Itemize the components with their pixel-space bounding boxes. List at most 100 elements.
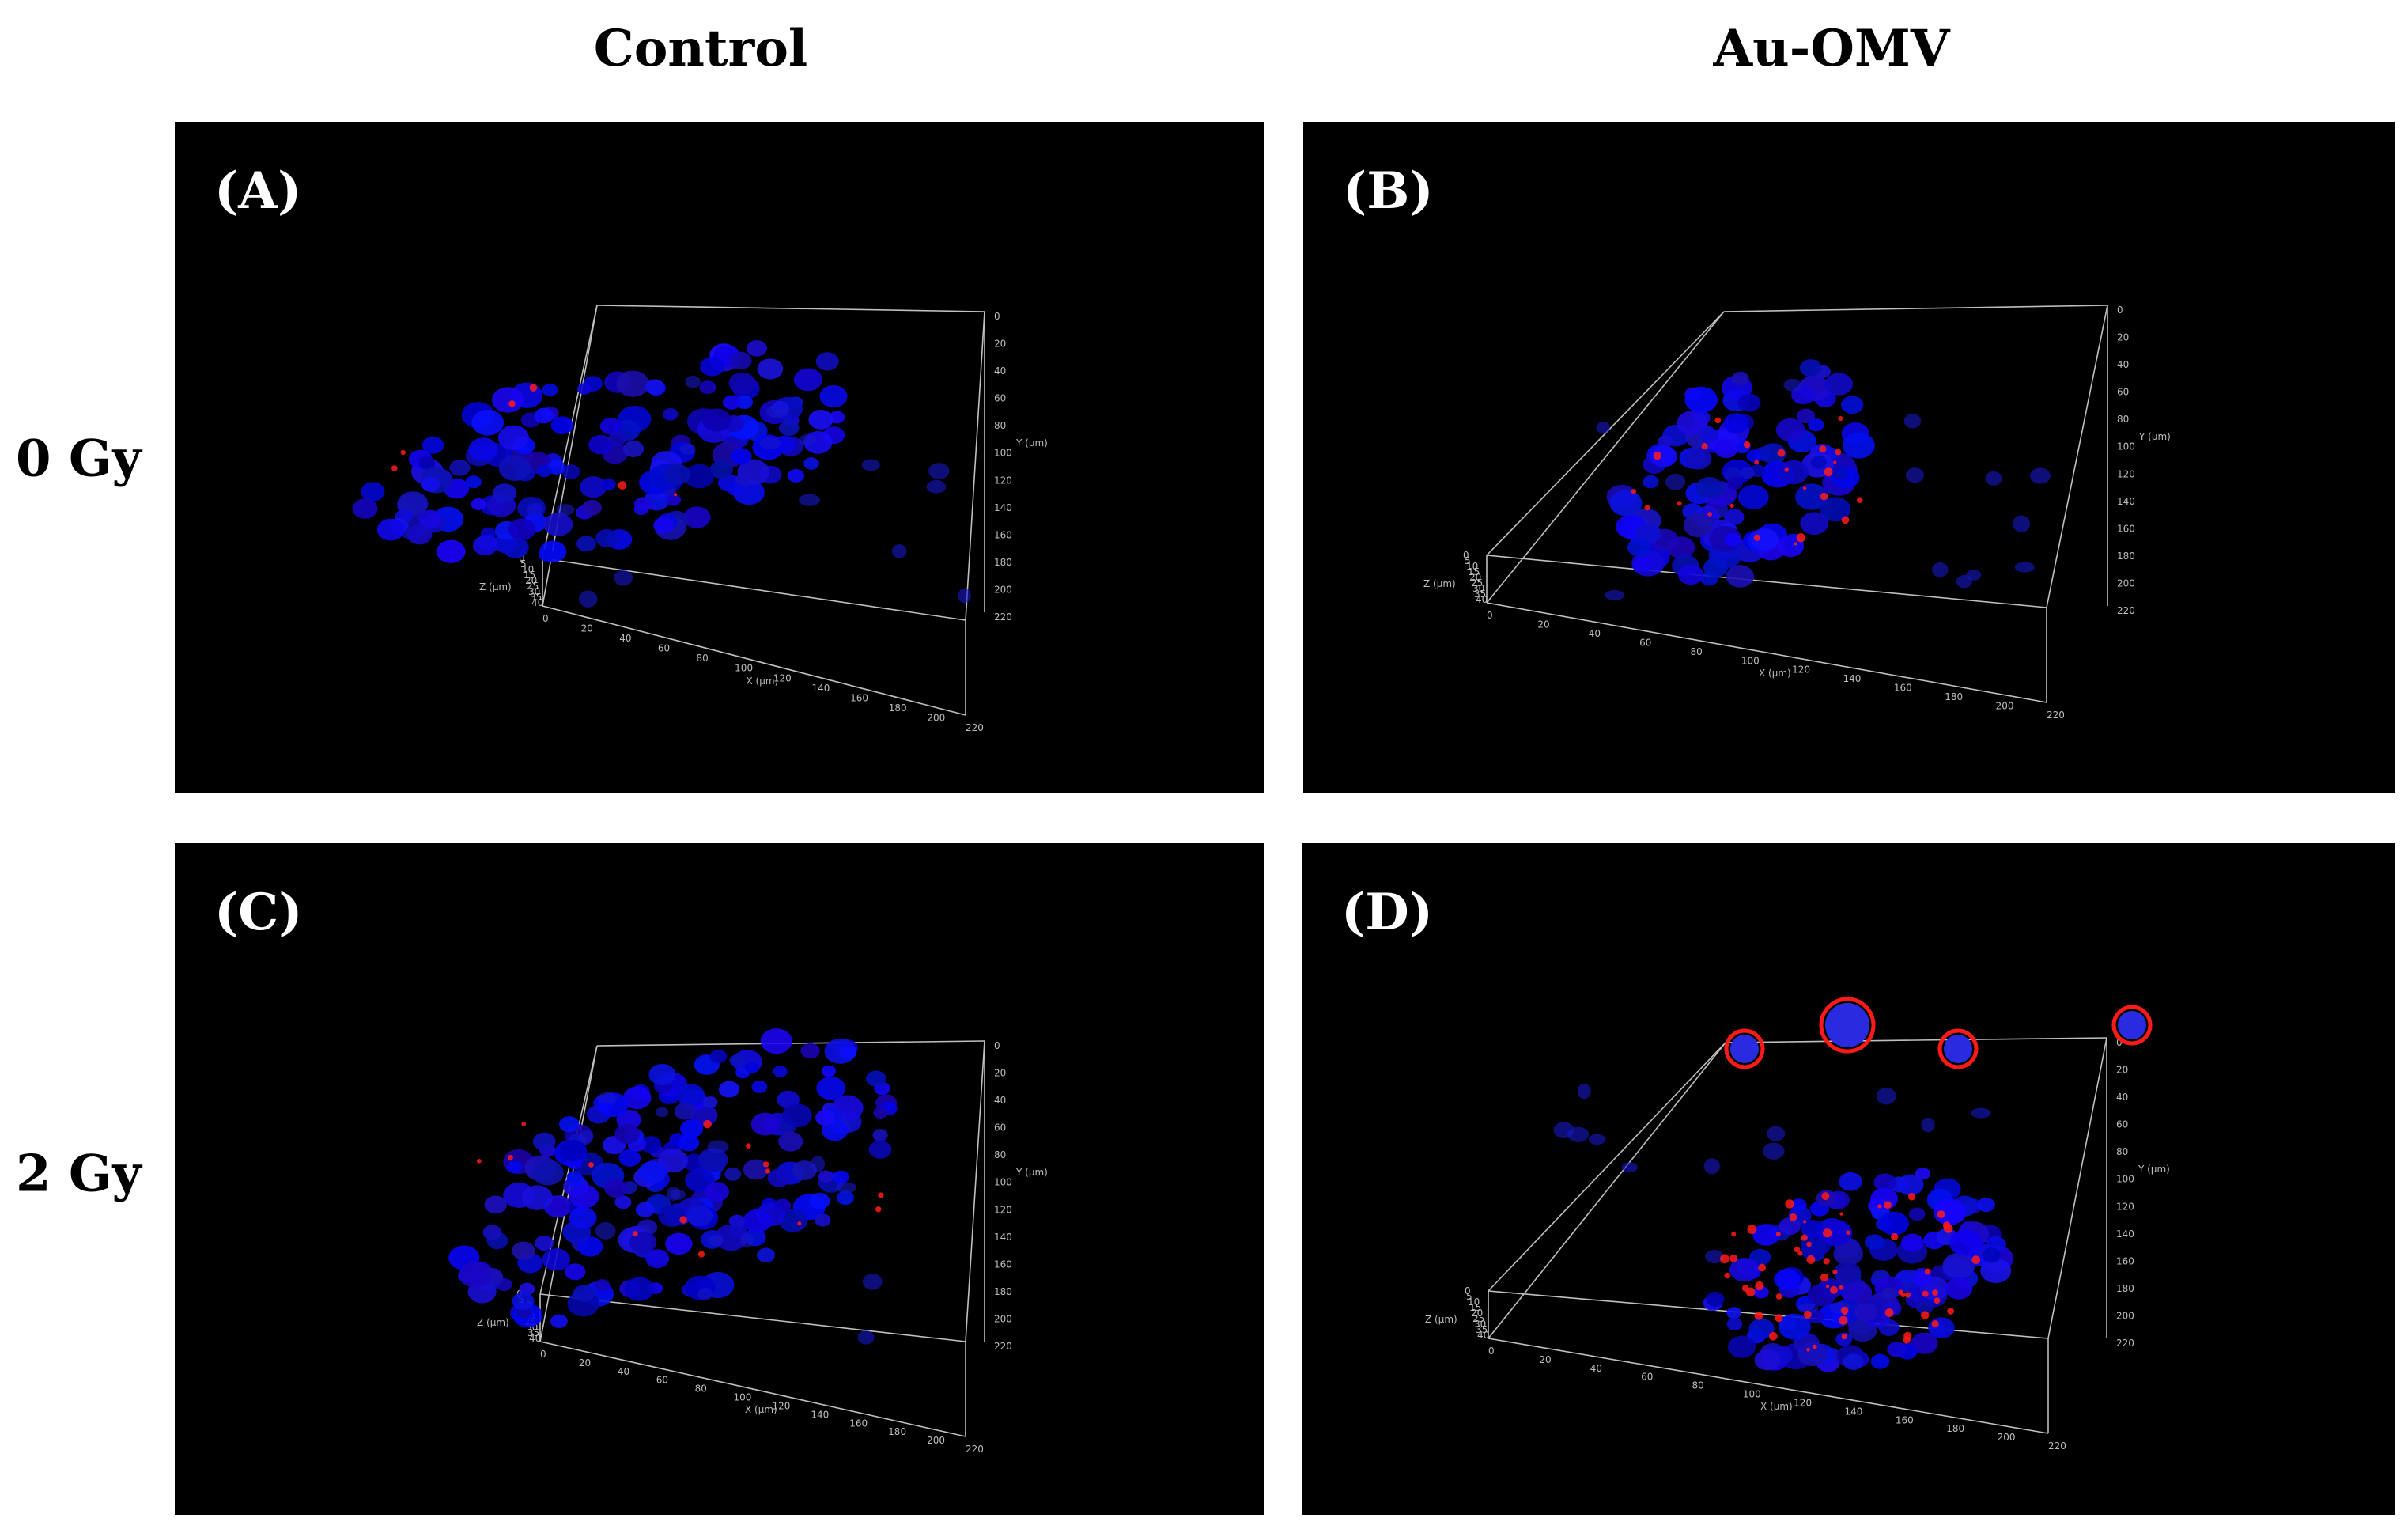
- red-ring: [1937, 1028, 1979, 1069]
- nucleus: [1971, 1107, 1991, 1119]
- y-tick-label: 120: [994, 1204, 1012, 1215]
- nucleus: [1897, 1174, 1924, 1196]
- nucleus: [757, 1247, 776, 1262]
- nucleus: [760, 1028, 792, 1054]
- nucleus: [569, 1206, 597, 1229]
- x-tick-label: 160: [1896, 1414, 1914, 1425]
- nucleus: [1695, 476, 1723, 499]
- red-particle: [1877, 1204, 1882, 1209]
- nucleus: [1977, 1198, 1995, 1213]
- z-tick-label: 40: [1476, 594, 1488, 605]
- nucleus: [729, 1054, 745, 1067]
- red-particle: [1841, 1333, 1847, 1340]
- nuclei-cluster: [352, 339, 971, 608]
- nucleus: [1730, 1035, 1759, 1063]
- nucleus: [622, 440, 645, 457]
- nucleus: [816, 1076, 846, 1100]
- nucleus: [663, 408, 679, 421]
- panel-d-label: (D): [1341, 883, 1434, 942]
- nucleus: [685, 375, 701, 388]
- nucleus: [597, 1092, 618, 1104]
- nanoparticle-signal: [1720, 997, 2153, 1352]
- nucleus: [773, 435, 796, 453]
- panel-c-label: (C): [214, 883, 303, 942]
- red-particle: [1747, 1225, 1757, 1235]
- nucleus: [550, 416, 574, 434]
- nucleus: [751, 1081, 768, 1093]
- z-tick-label: 20: [1469, 572, 1481, 583]
- nucleus: [782, 1103, 812, 1128]
- nucleus: [1553, 1122, 1574, 1139]
- nucleus: [773, 1198, 792, 1213]
- nucleus: [872, 1129, 888, 1141]
- red-particle: [1754, 1311, 1763, 1320]
- nucleus: [674, 1103, 696, 1120]
- nucleus: [1683, 513, 1714, 538]
- nucleus: [614, 1195, 632, 1209]
- nucleus: [595, 528, 618, 547]
- x-tick-label: 120: [772, 1400, 790, 1411]
- red-particle: [679, 1216, 687, 1224]
- red-particle: [1806, 1241, 1812, 1247]
- x-tick-label: 20: [579, 1357, 591, 1368]
- red-particle: [1921, 1311, 1930, 1319]
- z-tick-label: 5: [1466, 1291, 1472, 1302]
- panel-c: 0 20 40 60 80 100 120 140 160 180 200 220 X (µm) 0 20 4…: [175, 843, 1264, 1515]
- nucleus: [468, 437, 498, 461]
- red-particle: [529, 384, 538, 392]
- red-particle: [618, 481, 627, 490]
- y-tick-label: 140: [2116, 1228, 2134, 1240]
- red-particle: [1839, 1212, 1843, 1216]
- nucleus: [1985, 471, 2002, 486]
- red-particle: [1724, 1272, 1730, 1279]
- y-axis-ticks: 0 20 40 60 80 100 120 140 160 180 200 220: [2116, 1037, 2134, 1349]
- nucleus: [684, 464, 715, 489]
- nucleus: [708, 1234, 724, 1247]
- x-tick-label: 120: [1794, 1397, 1812, 1408]
- red-particle: [1707, 512, 1712, 517]
- nucleus: [1677, 411, 1708, 436]
- nucleus: [497, 425, 529, 450]
- z-tick-label: 35: [1474, 589, 1486, 600]
- nucleus: [705, 1182, 730, 1202]
- x-axis-label: X (µm): [1759, 668, 1791, 679]
- nucleus: [1643, 475, 1659, 489]
- nucleus: [595, 1279, 611, 1292]
- red-particle: [521, 1122, 527, 1126]
- red-particle: [1891, 1232, 1899, 1241]
- nucleus: [1933, 1198, 1967, 1225]
- panel-b-label: (B): [1343, 161, 1434, 221]
- nucleus: [1834, 1262, 1862, 1284]
- nucleus: [1748, 1318, 1775, 1339]
- red-ring: [2111, 1005, 2153, 1046]
- nucleus: [1705, 1249, 1724, 1264]
- y-tick-label: 40: [2116, 1092, 2128, 1103]
- nucleus: [778, 1209, 808, 1232]
- x-tick-label: 40: [1590, 1363, 1602, 1374]
- y-tick-label: 120: [994, 475, 1012, 486]
- nucleus: [839, 1046, 857, 1060]
- nucleus: [1797, 1303, 1819, 1314]
- panel-a: 0 20 40 60 80 100 120 140 160 180 200 220 X (µm) 0 20 4…: [175, 122, 1264, 793]
- z-tick-label: 15: [524, 570, 535, 581]
- red-particle: [1937, 1210, 1945, 1219]
- nucleus: [2029, 467, 2051, 484]
- nanoparticle-signal: [1631, 416, 1863, 546]
- red-particle: [1898, 1289, 1904, 1296]
- nucleus: [1729, 1258, 1760, 1282]
- nucleus: [703, 1096, 718, 1108]
- x-tick-label: 140: [1843, 673, 1862, 684]
- nucleus: [578, 1130, 594, 1144]
- nucleus: [1825, 1003, 1869, 1047]
- red-particle: [1839, 1285, 1844, 1290]
- red-particle: [1812, 1344, 1817, 1349]
- y-tick-label: 120: [2116, 1201, 2134, 1212]
- nucleus: [1633, 557, 1653, 573]
- y-tick-label: 80: [994, 420, 1006, 431]
- x-tick-label: 140: [1845, 1406, 1863, 1417]
- nucleus: [680, 1119, 704, 1138]
- nucleus: [808, 409, 834, 430]
- red-particle: [1934, 1297, 1941, 1304]
- nucleus: [1799, 359, 1822, 377]
- y-tick-label: 220: [994, 1341, 1012, 1352]
